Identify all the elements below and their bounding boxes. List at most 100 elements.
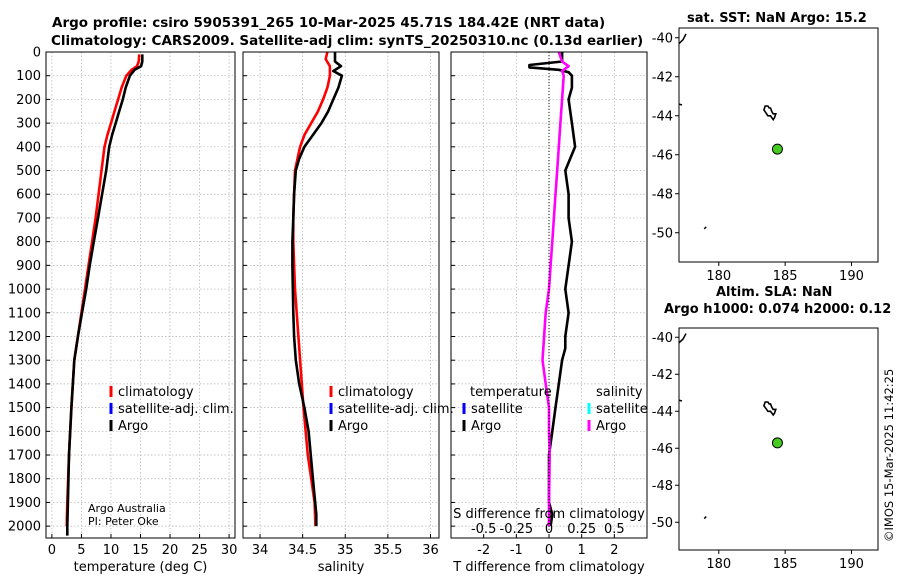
x-tick-label: 10 (103, 543, 120, 558)
legend-sal-argo-label: Argo (596, 419, 626, 434)
map-frame (678, 327, 879, 551)
map-title-line1: Altim. SLA: NaN (716, 285, 832, 300)
s-tick-label: 0.5 (604, 522, 625, 537)
y-tick-label: 1700 (8, 449, 41, 464)
y-tick-label: 0 (33, 46, 41, 61)
legend-temp-argo-label: Argo (471, 419, 501, 434)
map-y-tick-label: -40 (652, 331, 673, 346)
x-tick-label: 15 (132, 543, 149, 558)
s-tick-label: -0.25 (500, 522, 534, 537)
y-tick-label: 800 (16, 235, 41, 250)
legend-salinity-heading: salinity (596, 385, 643, 400)
map-y-tick-label: -46 (652, 148, 673, 163)
x-tick-label: -1 (510, 543, 523, 558)
panel-salinity: 34 34.5 35 35.5 36 salinity climatology satelli… (242, 51, 454, 575)
y-tick-label: 1900 (8, 496, 41, 511)
map-y-tick-label: -46 (652, 442, 673, 457)
x-axis-label: temperature (deg C) (74, 560, 208, 575)
coastline-nz-mid (678, 103, 683, 106)
axes-frame (45, 51, 236, 539)
map-y-tick-label: -40 (652, 31, 673, 46)
coastline-island (703, 226, 707, 230)
map-x-tick-label: 185 (773, 557, 798, 572)
y-tick-label: 1100 (8, 306, 41, 321)
x-tick-label: 36 (422, 543, 439, 558)
x-tick-label: 2 (610, 543, 618, 558)
x-tick-label: 25 (191, 543, 208, 558)
map-y-tick-label: -44 (652, 109, 673, 124)
x-tick-label: 5 (77, 543, 85, 558)
legend-temperature-heading: temperature (470, 385, 552, 400)
x-axis-label: T difference from climatology (452, 560, 645, 575)
coastline-nz-mid (678, 399, 683, 402)
x-axis-label: salinity (318, 560, 365, 575)
x-tick-label: 20 (162, 543, 179, 558)
y-tick-label: 2000 (8, 520, 41, 535)
x-tick-label: 0 (545, 543, 553, 558)
figure-title-line2: Climatology: CARS2009. Satellite-adj cli… (51, 33, 644, 49)
s-tick-label: -0.5 (471, 522, 496, 537)
x-tick-label: 35.5 (373, 543, 402, 558)
coastline-nz-north (678, 333, 687, 344)
y-tick-label: 1600 (8, 425, 41, 440)
x-axis-top-label: S difference from climatology (453, 507, 645, 522)
map-y-tick-label: -50 (652, 226, 673, 241)
y-tick-label: 600 (16, 188, 41, 203)
legend-climatology-label: climatology (338, 385, 414, 400)
coastline-nz-north (678, 33, 687, 45)
legend-climatology-label: climatology (118, 385, 194, 400)
credits-line2: PI: Peter Oke (88, 515, 159, 528)
series-line-temperature-argo (528, 52, 577, 527)
map-y-tick-label: -50 (652, 516, 673, 531)
y-tick-label: 1500 (8, 401, 41, 416)
legend-sal-satellite-label: satellite (596, 402, 648, 417)
y-tick-label: 1800 (8, 472, 41, 487)
map-frame (678, 27, 879, 263)
s-tick-label: 0 (545, 522, 553, 537)
panel-differences: -2 -1 0 1 2 T difference from climatology S di… (450, 51, 648, 575)
map-title-line1: sat. SST: NaN Argo: 15.2 (687, 11, 867, 26)
map-y-tick-label: -48 (652, 187, 673, 202)
x-tick-label: 34 (252, 543, 269, 558)
panel-map_sst: -40 -42 -44 -46 -48 -50 180 185 190 sat. SST: NaN… (652, 11, 879, 284)
map-y-tick-label: -42 (652, 368, 673, 383)
series-line-salinity-argo (541, 51, 570, 527)
legend-temp-satellite-label: satellite (471, 402, 523, 417)
map-y-tick-label: -42 (652, 70, 673, 85)
map-x-tick-label: 190 (839, 269, 864, 284)
series-line-argo (291, 52, 344, 527)
x-tick-label: 0 (48, 543, 56, 558)
coastline-chatham (763, 105, 777, 122)
argo-float-marker (771, 143, 783, 155)
panel-map_sla: -40 -42 -44 -46 -48 -50 180 185 190 Altim. SLA: N… (652, 285, 892, 572)
x-tick-label: 34.5 (288, 543, 317, 558)
x-tick-label: -2 (477, 543, 490, 558)
legend-argo-label: Argo (338, 419, 368, 434)
legend-argo-label: Argo (118, 419, 148, 434)
map-x-tick-label: 180 (706, 557, 731, 572)
x-tick-label: 1 (578, 543, 586, 558)
y-tick-label: 1300 (8, 354, 41, 369)
y-tick-label: 1400 (8, 377, 41, 392)
map-x-tick-label: 180 (706, 269, 731, 284)
map-x-tick-label: 185 (773, 269, 798, 284)
map-title-line2: Argo h1000: 0.074 h2000: 0.12 (664, 302, 891, 317)
legend-satellite-label: satellite-adj. clim. (338, 402, 454, 417)
map-x-tick-label: 190 (839, 557, 864, 572)
coastline-island (703, 516, 707, 520)
x-tick-label: 30 (221, 543, 238, 558)
figure-title-line1: Argo profile: csiro 5905391_265 10-Mar-2… (52, 15, 606, 31)
x-tick-label: 35 (337, 543, 354, 558)
map-y-tick-label: -48 (652, 479, 673, 494)
y-tick-label: 1000 (8, 283, 41, 298)
series-line-argo (66, 54, 144, 536)
y-tick-label: 900 (16, 259, 41, 274)
map-y-tick-label: -44 (652, 405, 673, 420)
y-tick-label: 1200 (8, 330, 41, 345)
y-tick-label: 300 (16, 117, 41, 132)
panel-temperature: 0 5 10 15 20 25 300100200300400500600700800900… (8, 46, 237, 576)
legend-satellite-label: satellite-adj. clim. (118, 402, 234, 417)
y-tick-label: 200 (16, 93, 41, 108)
y-tick-label: 500 (16, 164, 41, 179)
